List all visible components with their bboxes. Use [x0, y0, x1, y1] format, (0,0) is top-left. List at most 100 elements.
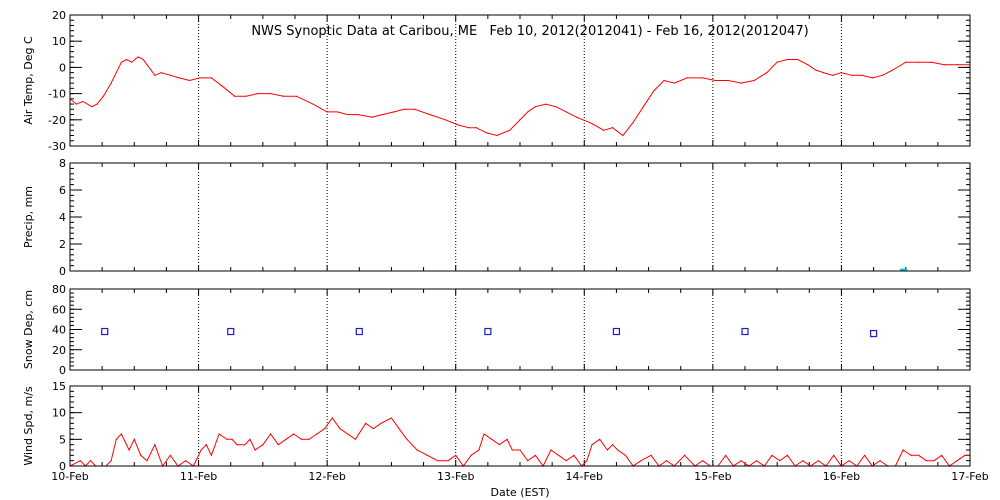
air-temp-data-point [714, 79, 717, 82]
wind-speed-data-point [941, 454, 943, 456]
air-temp-frame [69, 14, 971, 147]
wind-speed-data-point [437, 460, 439, 462]
wind-speed-data-point [624, 454, 627, 456]
wind-speed-data-point [293, 433, 295, 435]
wind-speed-data-point [573, 454, 575, 456]
wind-speed-data-point [565, 460, 567, 462]
wind-speed-data-point [140, 454, 142, 456]
air-temp-data-point [905, 61, 907, 63]
snow-depth-marker [741, 327, 749, 336]
wind-speed-data-point [478, 449, 480, 451]
wind-speed-data-point [169, 454, 171, 456]
x-tick-label: 14-Feb [566, 470, 603, 483]
wind-speed-data-point [683, 454, 686, 456]
wind-speed-data-point [786, 454, 789, 456]
air-temp-data-point [146, 64, 148, 66]
air-temp-data-point [91, 106, 93, 108]
air-temp-data-point [475, 127, 477, 129]
air-temp-data-point [701, 77, 704, 79]
y-tick-label: 8 [59, 157, 66, 170]
air-temp-panel: -30 -20 -10 0 10 20 Air Temp, Deg C [22, 9, 971, 153]
wind-speed-data-point [115, 438, 117, 440]
wind-speed-data-point [511, 449, 513, 451]
snow-depth-marker [227, 327, 235, 336]
wind-speed-data-point [611, 444, 614, 446]
air-temp-data-point [371, 116, 373, 118]
wind-speed-data-point [917, 454, 920, 456]
precip-panel: 0 2 4 6 8 Precip, mm [22, 157, 971, 278]
wind-speed-data-point [519, 449, 521, 451]
air-temp-data-point [686, 77, 688, 79]
y-tick-label: -20 [48, 114, 66, 127]
air-temp-data-point [766, 72, 768, 74]
wind-speed-data-point [833, 454, 835, 456]
y-tick-label: 2 [59, 238, 66, 251]
wind-speed-data-point [483, 433, 485, 435]
wind-speed-data-point [902, 449, 904, 451]
air-temp-data-point [257, 93, 259, 95]
x-tick-label: 11-Feb [180, 470, 217, 483]
y-tick-label: 0 [59, 265, 66, 278]
air-temp-data-point [831, 74, 834, 76]
air-temp-data-point [892, 69, 894, 71]
air-temp-data-point [611, 127, 614, 129]
wind-speed-data-point [316, 433, 318, 435]
y-tick-label: 40 [52, 324, 66, 337]
air-temp-data-point [917, 61, 920, 63]
air-temp-data-point [312, 103, 314, 105]
air-temp-data-point [381, 113, 384, 116]
air-temp-data-point [102, 95, 105, 97]
air-temp-series-line [69, 56, 970, 137]
air-temp-data-point [110, 82, 112, 84]
snow-depth-marker [869, 329, 878, 338]
wind-speed-data-point [89, 460, 92, 462]
snow-depth-marker [355, 327, 363, 336]
air-temp-data-point [403, 108, 405, 110]
wind-speed-data-point [665, 460, 668, 462]
snow-depth-marker [101, 327, 109, 336]
air-temp-data-point [347, 113, 349, 116]
snow-depth-y-axis-label: Snow Dep, cm [22, 290, 35, 369]
air-temp-data-point [169, 74, 171, 76]
air-temp-data-point [178, 77, 180, 79]
wind-speed-data-point [154, 444, 156, 446]
wind-speed-data-point [701, 460, 704, 462]
wind-speed-data-point [817, 460, 819, 462]
air-temp-data-point [233, 95, 236, 97]
y-tick-label: 6 [59, 184, 66, 197]
precip-bar [900, 268, 908, 271]
air-temp-data-point [593, 124, 596, 126]
wind-speed-data-point [277, 444, 279, 446]
air-temp-data-point [545, 103, 547, 105]
wind-speed-data-point [262, 444, 264, 446]
wind-speed-data-point [372, 428, 375, 430]
y-tick-label: 4 [59, 211, 66, 224]
wind-speed-data-point [640, 460, 642, 462]
air-temp-data-point [881, 74, 884, 76]
wind-speed-data-point [470, 454, 472, 456]
air-temp-data-point [154, 74, 156, 76]
air-temp-data-point [861, 74, 863, 76]
air-temp-data-point [120, 61, 123, 63]
air-temp-data-point [295, 95, 297, 97]
y-tick-label: 60 [52, 303, 66, 316]
air-temp-data-point [930, 61, 933, 63]
wind-speed-data-point [269, 433, 272, 435]
air-temp-data-point [82, 100, 84, 103]
wind-speed-data-point [771, 454, 773, 456]
wind-speed-data-point [365, 422, 367, 424]
air-temp-data-point [727, 79, 729, 82]
wind-speed-data-point [591, 444, 593, 446]
air-temp-data-point [851, 74, 853, 76]
wind-speed-data-point [406, 438, 408, 440]
wind-speed-data-point [933, 460, 935, 462]
wind-speed-data-point [964, 454, 966, 456]
wind-speed-data-point [455, 454, 457, 456]
air-temp-data-point [282, 95, 285, 97]
air-temp-data-point [413, 108, 416, 110]
y-tick-label: -30 [48, 140, 66, 153]
wind-speed-data-point [879, 460, 881, 462]
wind-speed-data-point [910, 454, 912, 456]
y-tick-label: 15 [52, 380, 66, 393]
air-temp-data-point [457, 124, 459, 126]
